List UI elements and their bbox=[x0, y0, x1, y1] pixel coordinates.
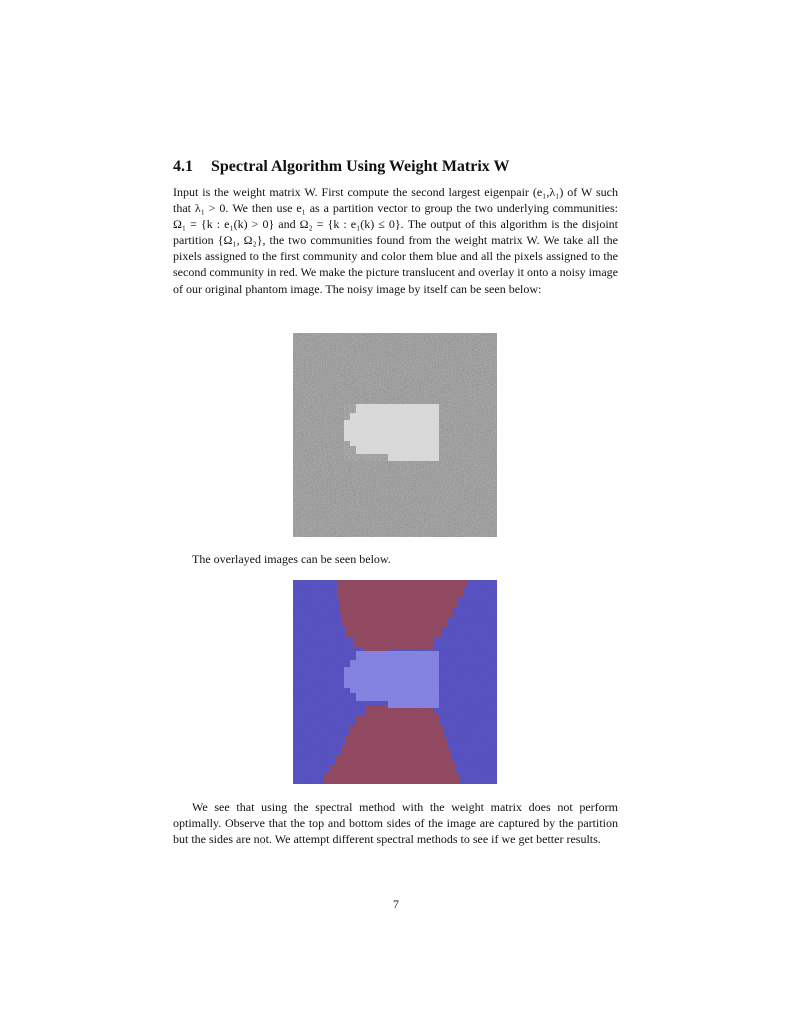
intro-paragraph: Input is the weight matrix W. First comp… bbox=[173, 185, 618, 296]
overlay-partition-image bbox=[293, 580, 497, 784]
overlay-caption: The overlayed images can be seen below. bbox=[192, 552, 391, 566]
noisy-phantom-image bbox=[293, 333, 497, 537]
section-number: 4.1 bbox=[173, 158, 193, 175]
conclusion-paragraph: We see that using the spectral method wi… bbox=[173, 800, 618, 847]
section-heading: 4.1 Spectral Algorithm Using Weight Matri… bbox=[173, 158, 510, 176]
section-title: Spectral Algorithm Using Weight Matrix W bbox=[211, 158, 510, 175]
page-number: 7 bbox=[393, 897, 399, 911]
